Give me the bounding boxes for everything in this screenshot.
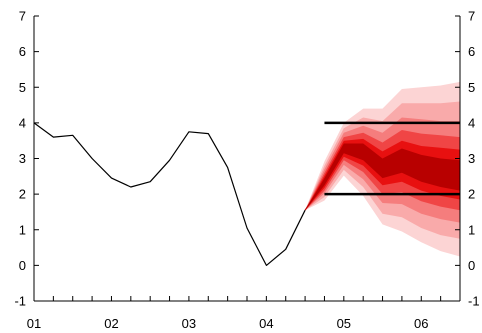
x-tick-label: 06 [414, 316, 428, 331]
series-line-1 [33, 122, 306, 266]
y-tick-label-right: 7 [468, 9, 475, 24]
y-tick-label-right: 2 [468, 187, 475, 202]
axes [33, 15, 461, 302]
y-tick-label-left: 0 [19, 258, 26, 273]
y-tick-label-right: 3 [468, 151, 475, 166]
y-tick-label-left: 6 [19, 44, 26, 59]
y-tick-label-left: -1 [14, 294, 26, 309]
series-lines [33, 122, 306, 266]
fan-band-1 [305, 143, 460, 211]
y-tick-label-left: 4 [19, 115, 26, 130]
y-tick-label-right: 6 [468, 44, 475, 59]
x-tick-label: 03 [182, 316, 196, 331]
y-tick-label-right: 1 [468, 222, 475, 237]
y-tick-label-left: 3 [19, 151, 26, 166]
y-tick-label-left: 5 [19, 80, 26, 95]
y-tick-label-right: 0 [468, 258, 475, 273]
y-tick-label-left: 1 [19, 222, 26, 237]
fan-central-line [304, 147, 461, 211]
y-tick-label-right: 5 [468, 80, 475, 95]
y-tick-label-left: 2 [19, 187, 26, 202]
reference-lines [324, 121, 460, 196]
x-tick-label: 02 [104, 316, 118, 331]
x-tick-label: 01 [27, 316, 41, 331]
tick-labels: -1 -10 01 12 23 34 45 56 67 701 02 03 04 05 06 [14, 9, 479, 332]
x-tick-label: 05 [337, 316, 351, 331]
y-tick-label-left: 7 [19, 9, 26, 24]
fan-bands [304, 81, 461, 257]
y-tick-label-right: 4 [468, 115, 475, 130]
x-tick-label: 04 [259, 316, 273, 331]
y-tick-label-right: -1 [468, 294, 480, 309]
